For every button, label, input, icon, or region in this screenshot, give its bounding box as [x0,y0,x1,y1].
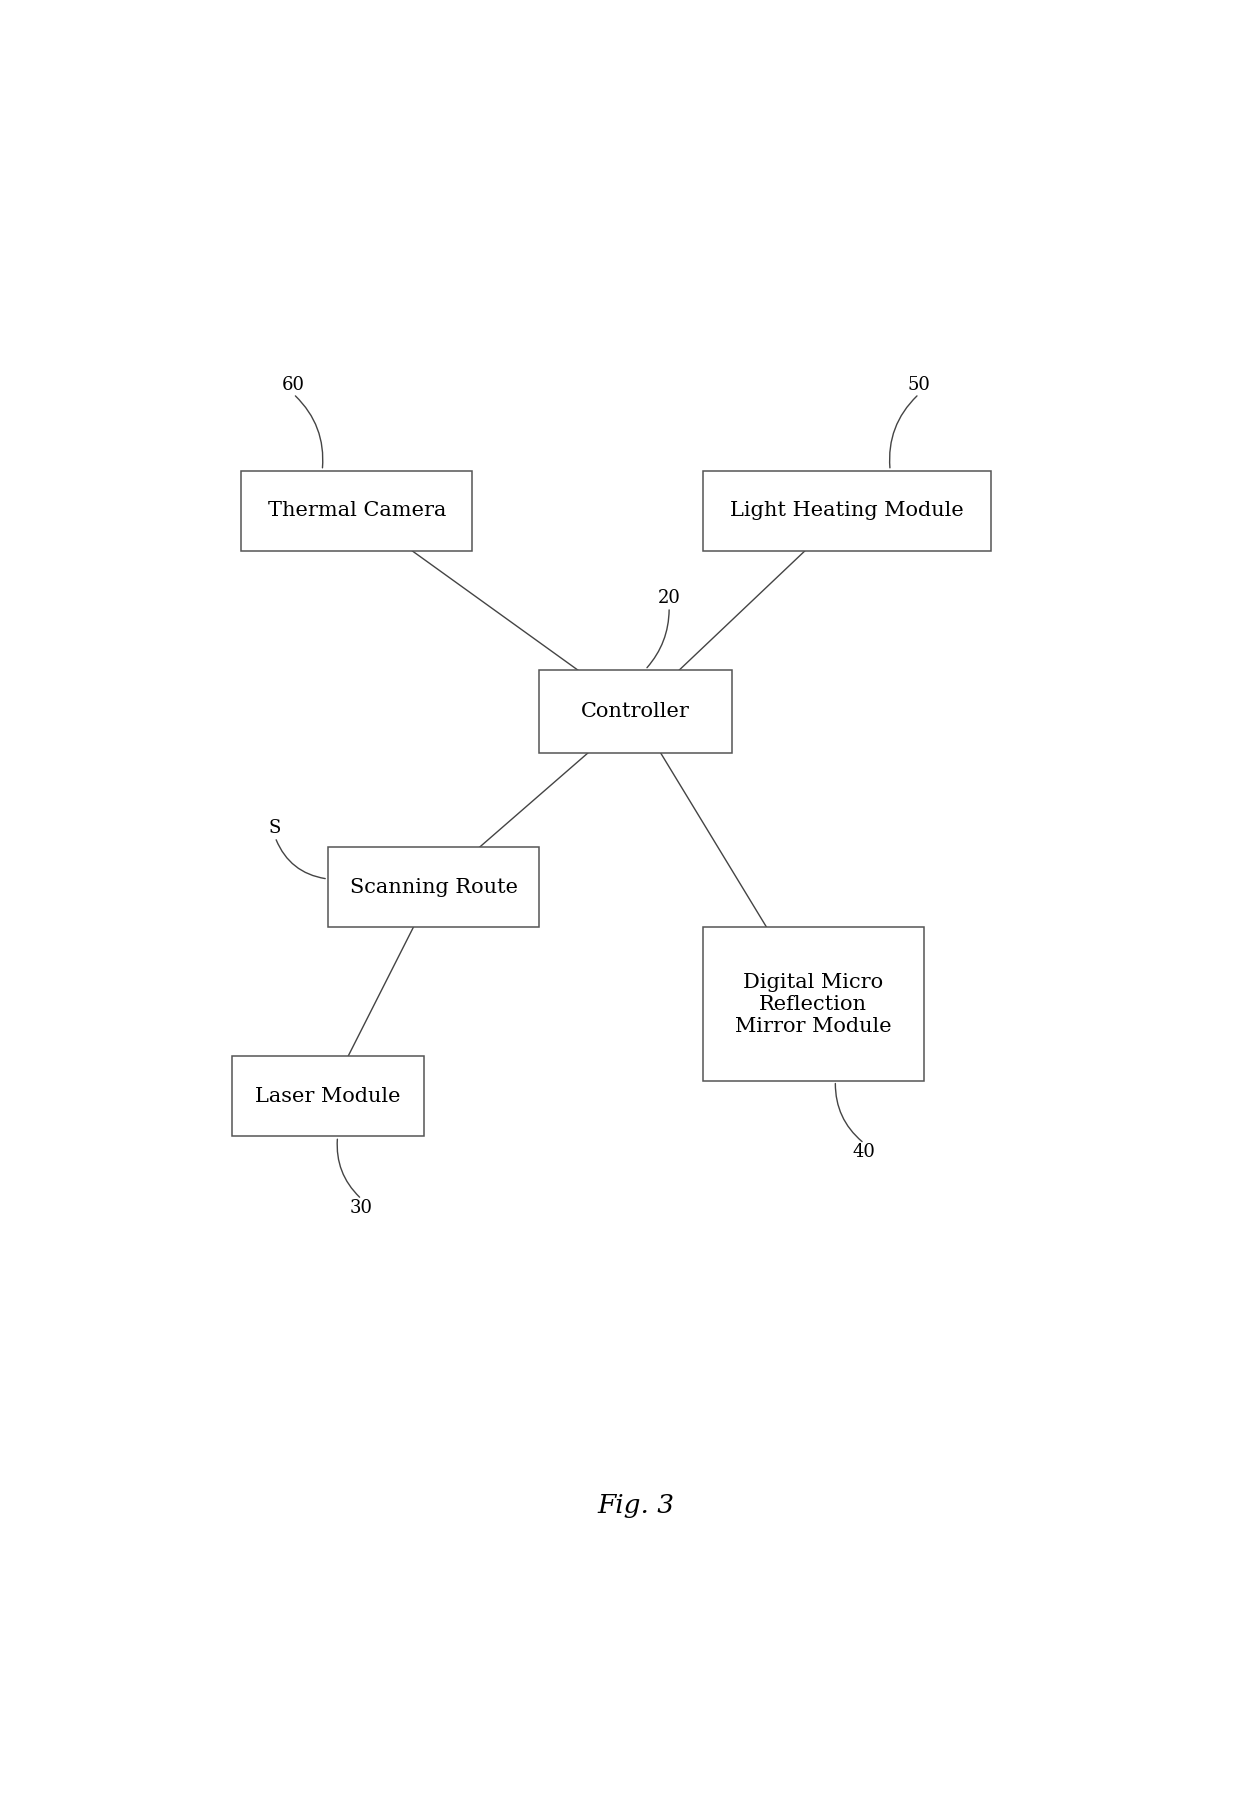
FancyBboxPatch shape [703,470,991,552]
Text: 50: 50 [908,376,930,394]
Text: Light Heating Module: Light Heating Module [730,501,963,521]
FancyBboxPatch shape [539,669,732,753]
Text: S: S [269,819,281,838]
FancyBboxPatch shape [242,470,472,552]
FancyBboxPatch shape [327,847,539,928]
FancyBboxPatch shape [703,928,924,1080]
Text: Thermal Camera: Thermal Camera [268,501,446,521]
Text: Laser Module: Laser Module [255,1087,401,1105]
Text: Controller: Controller [582,702,689,722]
Text: 40: 40 [853,1143,875,1161]
FancyBboxPatch shape [232,1056,424,1136]
Text: 60: 60 [281,376,305,394]
Text: 20: 20 [657,590,681,608]
Text: Digital Micro
Reflection
Mirror Module: Digital Micro Reflection Mirror Module [735,973,892,1035]
Text: Fig. 3: Fig. 3 [596,1492,675,1518]
Text: Scanning Route: Scanning Route [350,877,517,897]
Text: 30: 30 [350,1199,373,1217]
